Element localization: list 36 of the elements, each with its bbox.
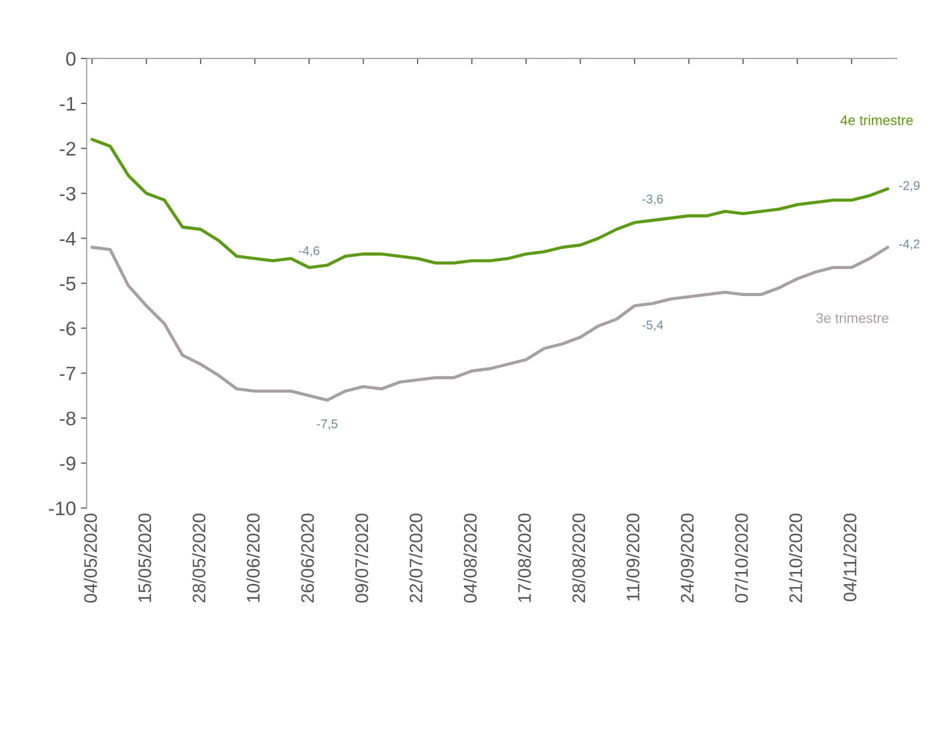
x-tick-label: 22/07/2020 (409, 514, 422, 602)
y-tick-label: -4 (60, 232, 76, 246)
x-tick-label: 09/07/2020 (354, 514, 368, 603)
text: -4,2 (899, 240, 920, 250)
line-series (90, 246, 890, 402)
annotation: -4,6 (298, 246, 320, 257)
x-tick-label: 26/06/2020 (300, 514, 314, 602)
x-tick-label: 04/08/2020 (463, 514, 477, 603)
y-tick-label: -7 (60, 366, 76, 380)
x-tick-label: 28/05/2020 (192, 514, 206, 602)
y-tick-label: -9 (60, 456, 76, 470)
text: 4e trimestre (840, 114, 913, 126)
text: 3e trimestre (816, 312, 888, 323)
annotation: -7,5 (316, 420, 338, 430)
y-tick-label: -2 (60, 142, 76, 156)
y-tick-label: 0 (66, 52, 76, 66)
y-tick-label: -6 (60, 322, 76, 336)
x-tick-label: 10/06/2020 (246, 514, 260, 602)
annotation: -3,6 (642, 194, 663, 205)
y-tick-label: -5 (60, 276, 76, 290)
text: -2,9 (899, 181, 920, 192)
annotation: -5,4 (642, 320, 664, 331)
y-tick-label: -3 (60, 186, 76, 201)
y-tick-label: -1 (60, 97, 76, 110)
x-tick-label: 11/09/2020 (626, 514, 640, 601)
x-tick-label: 21/10/2020 (788, 514, 802, 602)
x-tick-label: 17/08/2020 (518, 514, 531, 602)
x-tick-label: 07/10/2020 (734, 514, 748, 603)
line-series (90, 138, 890, 270)
y-tick-label: -10 (49, 502, 76, 516)
x-tick-label: 24/09/2020 (680, 514, 694, 602)
x-tick-label: 04/11/2020 (843, 514, 856, 602)
x-tick-label: 15/05/2020 (138, 514, 152, 602)
y-tick-label: -8 (60, 412, 76, 426)
x-tick-label: 04/05/2020 (84, 514, 97, 603)
x-tick-label: 28/08/2020 (572, 514, 586, 602)
